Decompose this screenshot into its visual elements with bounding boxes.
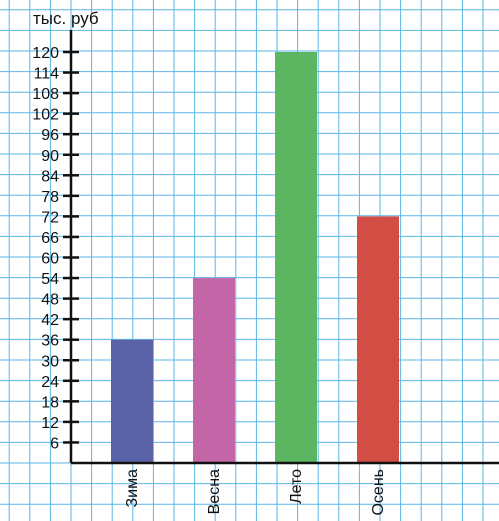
y-tick-label: 108 [32,86,59,103]
y-tick-label: 114 [33,66,59,83]
y-tick-label: 12 [41,415,59,432]
y-tick-label: 90 [41,148,59,165]
y-tick-label: 60 [41,251,59,268]
y-tick-label: 66 [41,230,59,247]
bars [111,52,399,463]
y-tick-label: 102 [32,107,59,124]
x-category-label: Лето [288,469,305,504]
y-axis-ticks: 6 12 18 24 30 36 42 48 54 60 66 72 78 84 90 96 102 108 114… [32,45,79,452]
bar-4 [357,216,399,463]
y-tick-label: 78 [41,189,59,206]
y-tick-label: 120 [32,45,59,62]
y-tick-label: 84 [41,168,59,185]
y-tick-label: 96 [41,127,59,144]
x-category-label: Осень [370,469,387,516]
bar-2 [193,278,235,463]
x-axis-labels: Зима Весна Лето Осень [124,469,387,516]
y-tick-label: 42 [41,312,59,329]
bar-1 [111,339,153,463]
y-axis-unit-label: тыс. руб [33,9,99,28]
y-tick-label: 72 [41,209,59,226]
y-tick-label: 36 [41,333,59,350]
y-tick-label: 30 [41,353,59,370]
x-category-label: Зима [124,469,141,508]
y-tick-label: 18 [41,394,59,411]
x-category-label: Весна [206,469,223,514]
y-tick-label: 24 [41,374,59,391]
bar-3 [275,52,317,463]
y-tick-label: 54 [41,271,59,288]
y-tick-label: 6 [50,435,59,452]
y-tick-label: 48 [41,292,59,309]
axes [69,30,499,465]
